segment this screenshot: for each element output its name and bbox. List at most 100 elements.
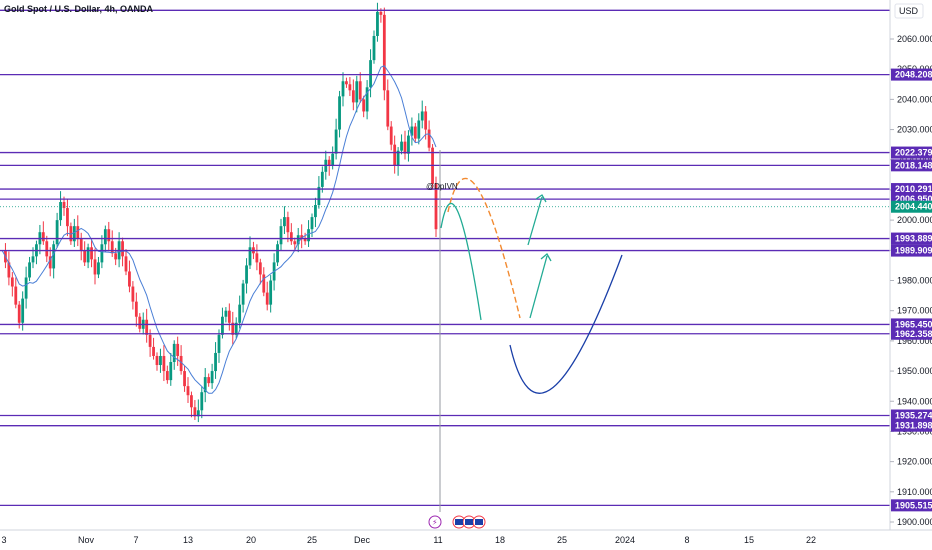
candle-body [410,126,414,136]
time-tick-label: 25 [307,535,317,545]
price-tick-label: 1960.000 [897,336,932,346]
candle-body [345,81,348,85]
level-price-label: 1931.898 [895,421,932,431]
candle-body [255,253,259,263]
candle-body [155,355,159,366]
candle-body [300,235,304,239]
projected-path-teal [440,202,482,321]
candle-body [59,202,62,221]
candle-body [238,304,242,323]
lightning-icon: ⚡ [432,518,438,527]
horizontal-levels[interactable] [0,9,890,507]
candle-body [72,226,76,242]
time-tick-label: 11 [433,535,442,545]
candle-body [31,256,35,263]
level-price-label: 2006.950 [895,194,932,204]
time-tick-label: 7 [133,535,138,545]
level-price-label-box [891,419,932,432]
time-tick-label: 25 [557,535,567,545]
candle-body [152,346,155,356]
candle-body [248,247,252,266]
candle-body [83,250,87,263]
candle-body [165,371,169,381]
candles [4,2,438,423]
symbol-legend[interactable]: Gold Spot / U.S. Dollar, 4h, OANDA [4,4,154,14]
time-tick-label: 15 [744,535,754,545]
candle-body [103,229,107,245]
price-tick-label: 1920.000 [897,457,932,467]
candle-body [24,277,28,299]
candle-body [48,256,52,269]
candle-body [276,244,279,263]
candle-body [7,262,11,278]
candle-body [227,310,231,323]
level-price-label: 2010.291 [895,184,932,194]
candle-body [289,232,293,242]
price-tick-label: 1940.000 [897,396,932,406]
level-price-label-box [891,146,932,159]
level-price-label-box [891,499,932,512]
level-price-label-box [891,318,932,331]
candle-body [131,286,135,302]
candle-body [262,274,266,293]
candle-body [265,292,269,305]
candle-body [21,298,25,323]
level-price-label-box [891,244,932,257]
price-tick-label: 1900.000 [897,517,932,527]
price-axis[interactable] [890,0,932,530]
candle-body [214,352,217,372]
candle-body [245,265,248,284]
candle-body [186,386,190,396]
candle-body [207,377,211,384]
level-price-label: 1989.909 [895,246,932,256]
candle-body [148,334,152,347]
candle-body [79,238,83,251]
time-axis-ticks: 3 Nov 7 13 20 25 Dec 11 18 25 2024 8 15 22 [1,535,816,545]
candle-body [10,277,14,287]
event-icons[interactable]: ⚡ [428,515,486,529]
currency-button[interactable]: USD [894,3,924,19]
candle-body [241,283,245,305]
candle-body [413,126,417,139]
candle-body [296,235,300,245]
candle-body [269,280,273,305]
candle-body [334,129,338,154]
arrow-shaft [527,196,543,246]
currency-button-box[interactable] [894,3,924,19]
candle-body [362,99,366,112]
candle-body [317,186,321,206]
candle-body [196,410,200,417]
candle-body [279,226,283,245]
candle-body [382,14,386,91]
candle-body [66,208,69,227]
arrow-head [535,194,547,203]
candle-body [134,301,138,317]
candle-body [307,229,310,242]
level-price-label: 1965.450 [895,319,932,329]
candle-body [338,96,341,130]
time-tick-label: Nov [78,535,95,545]
candle-body [355,81,359,103]
candle-body [162,355,166,372]
candle-body [407,135,410,154]
candle-body [369,60,372,88]
candle-body [121,241,124,257]
candle-body [379,11,383,15]
candle-body [203,377,207,393]
candle-body [310,217,314,230]
time-tick-label: 8 [684,535,689,545]
candle-body [372,35,376,61]
candle-body [138,316,142,329]
price-tick-label: 2000.000 [897,215,932,225]
candle-body [145,319,149,335]
time-tick-label: 13 [183,535,193,545]
candle-body [41,232,45,242]
moving-average-line [1,65,437,394]
candle-body [348,84,352,91]
flag-icon [465,519,473,525]
price-tick-label: 1980.000 [897,276,932,286]
time-tick-label: 2024 [615,535,635,545]
lightning-event-icon[interactable] [428,515,442,529]
